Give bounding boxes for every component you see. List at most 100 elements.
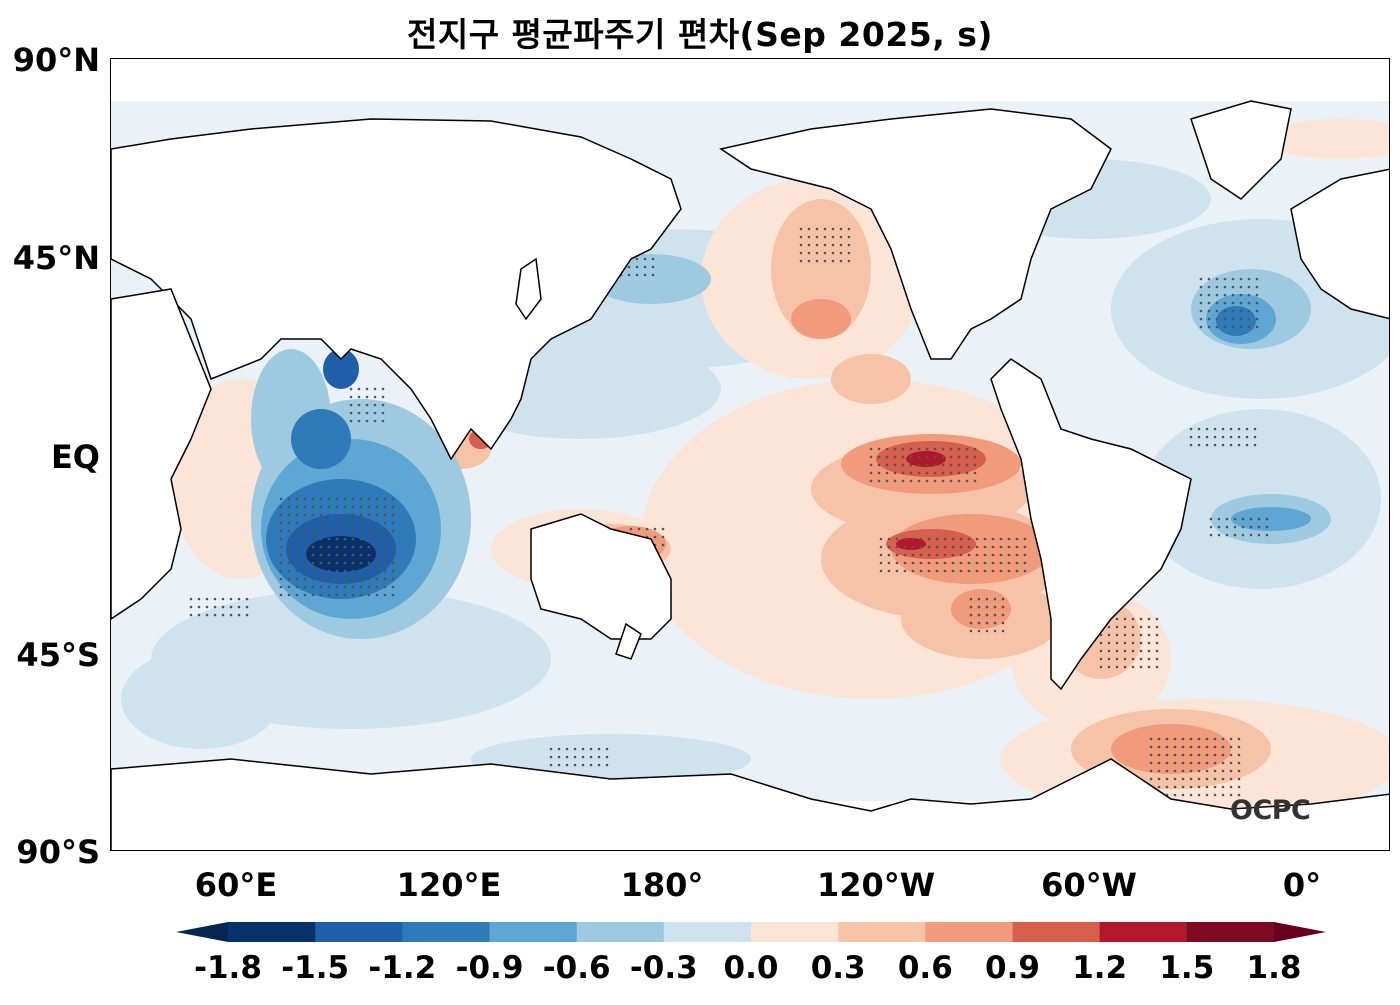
stipple-dot [839,235,843,239]
stipple-dot [311,593,315,597]
stipple-dot [197,605,201,609]
stipple-dot [279,497,283,501]
stipple-dot [375,545,379,549]
stipple-dot [295,561,299,565]
stipple-dot [1139,633,1143,637]
stipple-dot [343,505,347,509]
stipple-dot [335,561,339,565]
stipple-dot [959,569,963,573]
australia-land [530,513,672,640]
stipple-dot [1149,745,1153,749]
stipple-dot [279,561,283,565]
stipple-dot [367,505,371,509]
stipple-dot [1173,761,1177,765]
stipple-dot [1249,525,1253,529]
stipple-dot [999,569,1003,573]
stipple-dot [287,569,291,573]
stipple-dot [365,411,369,415]
stipple-dot [359,497,363,501]
stipple-dot [661,527,665,531]
stipple-dot [635,273,639,277]
stipple-dot [1189,777,1193,781]
stipple-dot [653,535,657,539]
stipple-dot [893,471,897,475]
stipple-dot [927,569,931,573]
stipple-dot [917,447,921,451]
stipple-dot [1265,525,1269,529]
stipple-dot [1207,301,1211,305]
stipple-dot [221,613,225,617]
stipple-dot [933,463,937,467]
stipple-dot [303,585,307,589]
stipple-dot [1123,649,1127,653]
stipple-dot [1229,777,1233,781]
antarctica-land [111,758,1389,850]
stipple-dot [901,471,905,475]
stipple-dot [627,273,631,277]
stipple-dot [1249,533,1253,537]
stipple-dot [1165,769,1169,773]
stipple-dot [295,569,299,573]
stipple-dot [367,521,371,525]
stipple-dot [965,471,969,475]
stipple-dot [1139,649,1143,653]
stipple-dot [1155,641,1159,645]
stipple-dot [359,529,363,533]
stipple-dot [1207,277,1211,281]
stipple-dot [935,569,939,573]
colorbar-tick-label: -0.9 [455,950,524,986]
stipple-dot [943,569,947,573]
stipple-dot [949,463,953,467]
lat-label-90s: 90°S [16,833,100,871]
stipple-dot [351,521,355,525]
stipple-dot [1189,435,1193,439]
stipple-dot [815,243,819,247]
stipple-dot [1007,537,1011,541]
stipple-dot [1231,317,1235,321]
stipple-dot [205,605,209,609]
stipple-dot [959,545,963,549]
stipple-dot [381,395,385,399]
stipple-dot [917,479,921,483]
stipple-dot [391,585,395,589]
stipple-dot [925,455,929,459]
stipple-dot [1181,761,1185,765]
stipple-dot [1099,657,1103,661]
stipple-dot [391,545,395,549]
stipple-dot [557,763,561,767]
stipple-dot [359,537,363,541]
stipple-dot [1139,625,1143,629]
stipple-dot [375,577,379,581]
stipple-dot [1237,761,1241,765]
stipple-dot [1205,785,1209,789]
stipple-dot [1131,665,1135,669]
stipple-dot [375,497,379,501]
stipple-dot [1205,777,1209,781]
stipple-dot [927,537,931,541]
stipple-dot [237,613,241,617]
stipple-dot [295,497,299,501]
colorbar-tick-label: 0.9 [985,950,1040,986]
stipple-dot [909,463,913,467]
stipple-dot [381,387,385,391]
stipple-dot [295,513,299,517]
stipple-dot [1221,793,1225,797]
stipple-dot [839,243,843,247]
stipple-dot [991,553,995,557]
lat-label-45s: 45°S [16,636,100,674]
stipple-dot [327,521,331,525]
stipple-dot [1237,435,1241,439]
stipple-dot [1217,525,1221,529]
stipple-dot [959,537,963,541]
stipple-dot [1207,309,1211,313]
stipple-dot [287,497,291,501]
stipple-dot [1221,777,1225,781]
stipple-dot [815,235,819,239]
stipple-dot [1165,745,1169,749]
stipple-dot [1199,277,1203,281]
stipple-dot [335,513,339,517]
significance-stipple [189,227,1269,797]
stipple-dot [1015,545,1019,549]
stipple-dot [279,537,283,541]
stipple-dot [957,471,961,475]
